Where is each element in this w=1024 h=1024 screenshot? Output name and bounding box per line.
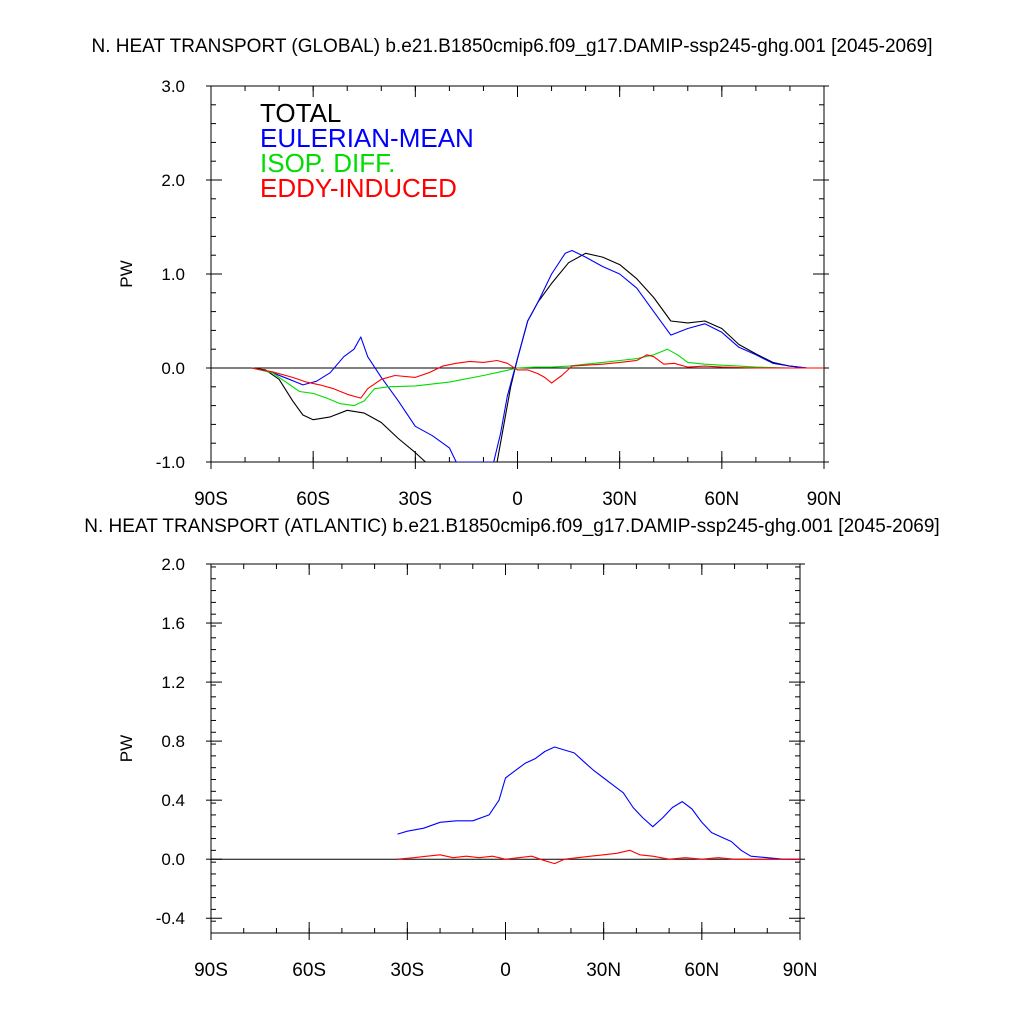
x-tick-label: 0 [500, 960, 511, 981]
series-line-eulerian-mean [251, 249, 824, 462]
series-line-eddy-induced [251, 354, 824, 399]
x-tick-label: 30S [398, 489, 432, 510]
y-tick-label: 0.4 [161, 791, 185, 810]
series-line-eddy-induced [397, 849, 800, 865]
x-tick-label: 30S [390, 960, 424, 981]
x-tick-label: 90N [807, 489, 842, 510]
y-tick-label: 0.0 [161, 850, 185, 869]
x-tick-label: 60S [292, 960, 326, 981]
y-tick-label: 3.0 [161, 77, 185, 96]
chart-title-atlantic: N. HEAT TRANSPORT (ATLANTIC) b.e21.B1850… [84, 516, 940, 537]
series-group [251, 249, 824, 462]
series-line-eulerian-mean [397, 746, 800, 860]
legend-entry: TOTAL [260, 98, 341, 128]
x-tick-label: 30N [602, 489, 637, 510]
chart-title-global: N. HEAT TRANSPORT (GLOBAL) b.e21.B1850cm… [91, 36, 933, 57]
x-tick-label: 30N [586, 960, 621, 981]
legend-entry: ISOP. DIFF. [260, 148, 395, 178]
y-tick-label: 1.2 [161, 673, 185, 692]
x-tick-label: 0 [512, 489, 523, 510]
x-tick-label: 60N [684, 960, 719, 981]
global-panel: -1.0 0.0 1.0 2.0 3.0 90S 60S 30S 0 30N 60N 90N PW TOT… [117, 77, 841, 510]
y-tick-label: 2.0 [161, 555, 185, 574]
x-tick-label: 60S [296, 489, 330, 510]
y-tick-label: 2.0 [161, 171, 185, 190]
x-tick-label: 90S [194, 960, 228, 981]
plot-frame [210, 563, 801, 934]
legend-entry: EULERIAN-MEAN [260, 123, 474, 153]
y-axis-label: PW [117, 735, 136, 762]
y-tick-label: -1.0 [156, 453, 185, 472]
y-tick-label: 0.0 [161, 359, 185, 378]
legend-entry: EDDY-INDUCED [260, 173, 457, 203]
x-tick-label: 90N [783, 960, 818, 981]
y-tick-label: 1.6 [161, 614, 185, 633]
series-line-isop-diff [251, 348, 824, 407]
y-tick-label: 1.0 [161, 265, 185, 284]
y-tick-label: 0.8 [161, 732, 185, 751]
x-tick-label: 60N [704, 489, 739, 510]
y-axis-label: PW [117, 260, 136, 287]
atlantic-panel: -0.4 0.0 0.4 0.8 1.2 1.6 2.0 90S 60S 30S 0 30N 60N 90… [117, 555, 817, 981]
x-tick-label: 90S [194, 489, 228, 510]
series-line-total [251, 252, 824, 462]
y-tick-label: -0.4 [156, 909, 185, 928]
series-group [397, 746, 800, 865]
